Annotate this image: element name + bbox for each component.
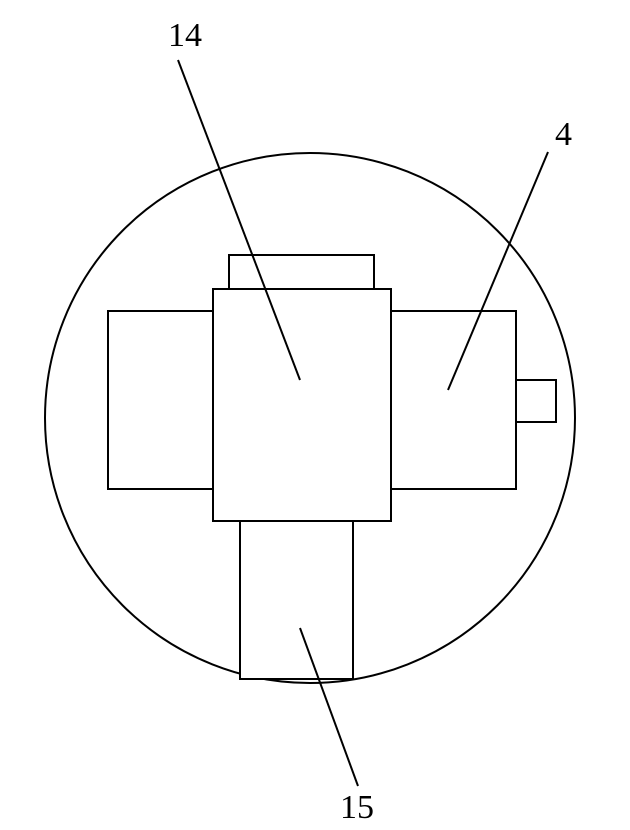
- shape-right-nub: [516, 380, 556, 422]
- label-l4: 4: [555, 116, 572, 153]
- shape-bottom-leg: [240, 521, 353, 679]
- shape-top-tab: [229, 255, 374, 289]
- shape-left-arm: [108, 311, 213, 489]
- shape-center-block: [213, 289, 391, 521]
- shape-right-arm: [391, 311, 516, 489]
- label-l14: 14: [168, 17, 202, 54]
- label-l15: 15: [340, 789, 374, 826]
